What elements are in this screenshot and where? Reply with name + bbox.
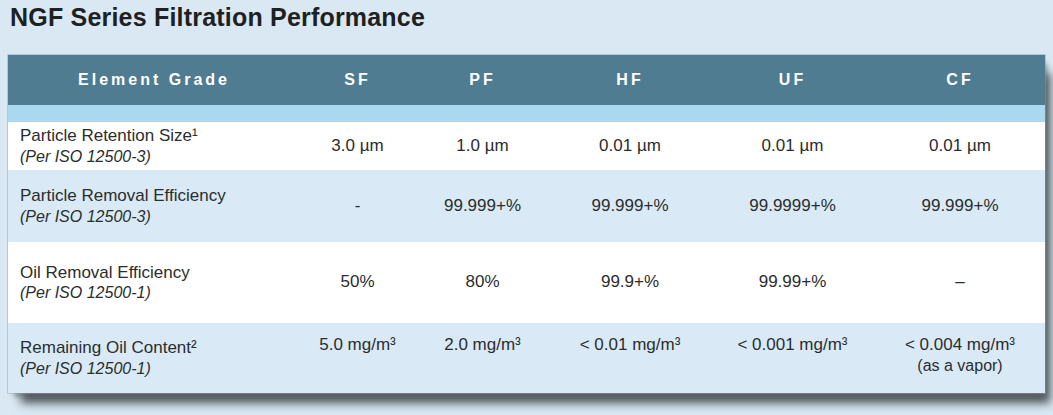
row-sublabel: (Per ISO 12500-1) [20, 283, 300, 303]
cell-sf: 3.0 µm [300, 122, 415, 170]
cell-hf: 99.9+% [550, 242, 710, 323]
column-header-uf: UF [710, 55, 875, 105]
column-header-pf: PF [415, 55, 550, 105]
row-label: Particle Retention Size¹ [20, 125, 300, 146]
cell-cf: 99.999+% [875, 170, 1045, 242]
table-row-oil-removal-efficiency: Oil Removal Efficiency (Per ISO 12500-1)… [8, 242, 1045, 323]
row-label: Oil Removal Efficiency [20, 262, 300, 283]
cell-cf-note: (as a vapor) [917, 356, 1002, 377]
cell-uf: 99.99+% [710, 242, 875, 323]
page-title: NGF Series Filtration Performance [10, 3, 425, 32]
filtration-performance-table: Element Grade SF PF HF UF CF Particle Re… [8, 55, 1045, 393]
table-row-particle-retention-size: Particle Retention Size¹ (Per ISO 12500-… [8, 122, 1045, 170]
cell-hf: 0.01 µm [550, 122, 710, 170]
cell-pf: 2.0 mg/m³ [415, 323, 550, 393]
column-header-cf: CF [875, 55, 1045, 105]
cell-hf: 99.999+% [550, 170, 710, 242]
table-header-row: Element Grade SF PF HF UF CF [8, 55, 1045, 105]
cell-pf: 1.0 µm [415, 122, 550, 170]
row-label: Particle Removal Efficiency [20, 185, 300, 206]
table-row-particle-removal-efficiency: Particle Removal Efficiency (Per ISO 125… [8, 170, 1045, 242]
cell-hf: < 0.01 mg/m³ [550, 323, 710, 393]
cell-cf: < 0.004 mg/m³ (as a vapor) [875, 323, 1045, 393]
row-label-cell: Remaining Oil Content² (Per ISO 12500-1) [8, 323, 300, 393]
row-label-cell: Particle Removal Efficiency (Per ISO 125… [8, 170, 300, 242]
cell-pf: 99.999+% [415, 170, 550, 242]
column-header-sf: SF [300, 55, 415, 105]
column-header-hf: HF [550, 55, 710, 105]
accent-strip [8, 105, 1045, 122]
cell-cf: 0.01 µm [875, 122, 1045, 170]
cell-cf-value: < 0.004 mg/m³ [905, 334, 1015, 356]
row-sublabel: (Per ISO 12500-3) [20, 207, 300, 227]
cell-sf: - [300, 170, 415, 242]
cell-pf: 80% [415, 242, 550, 323]
row-label-cell: Particle Retention Size¹ (Per ISO 12500-… [8, 122, 300, 170]
cell-sf: 50% [300, 242, 415, 323]
cell-cf: – [875, 242, 1045, 323]
row-label: Remaining Oil Content² [20, 337, 300, 358]
row-label-cell: Oil Removal Efficiency (Per ISO 12500-1) [8, 242, 300, 323]
row-sublabel: (Per ISO 12500-1) [20, 359, 300, 379]
cell-sf: 5.0 mg/m³ [300, 323, 415, 393]
column-header-element-grade: Element Grade [8, 55, 300, 105]
table-row-remaining-oil-content: Remaining Oil Content² (Per ISO 12500-1)… [8, 323, 1045, 393]
row-sublabel: (Per ISO 12500-3) [20, 147, 300, 167]
cell-uf: 0.01 µm [710, 122, 875, 170]
cell-uf: < 0.001 mg/m³ [710, 323, 875, 393]
cell-uf: 99.9999+% [710, 170, 875, 242]
